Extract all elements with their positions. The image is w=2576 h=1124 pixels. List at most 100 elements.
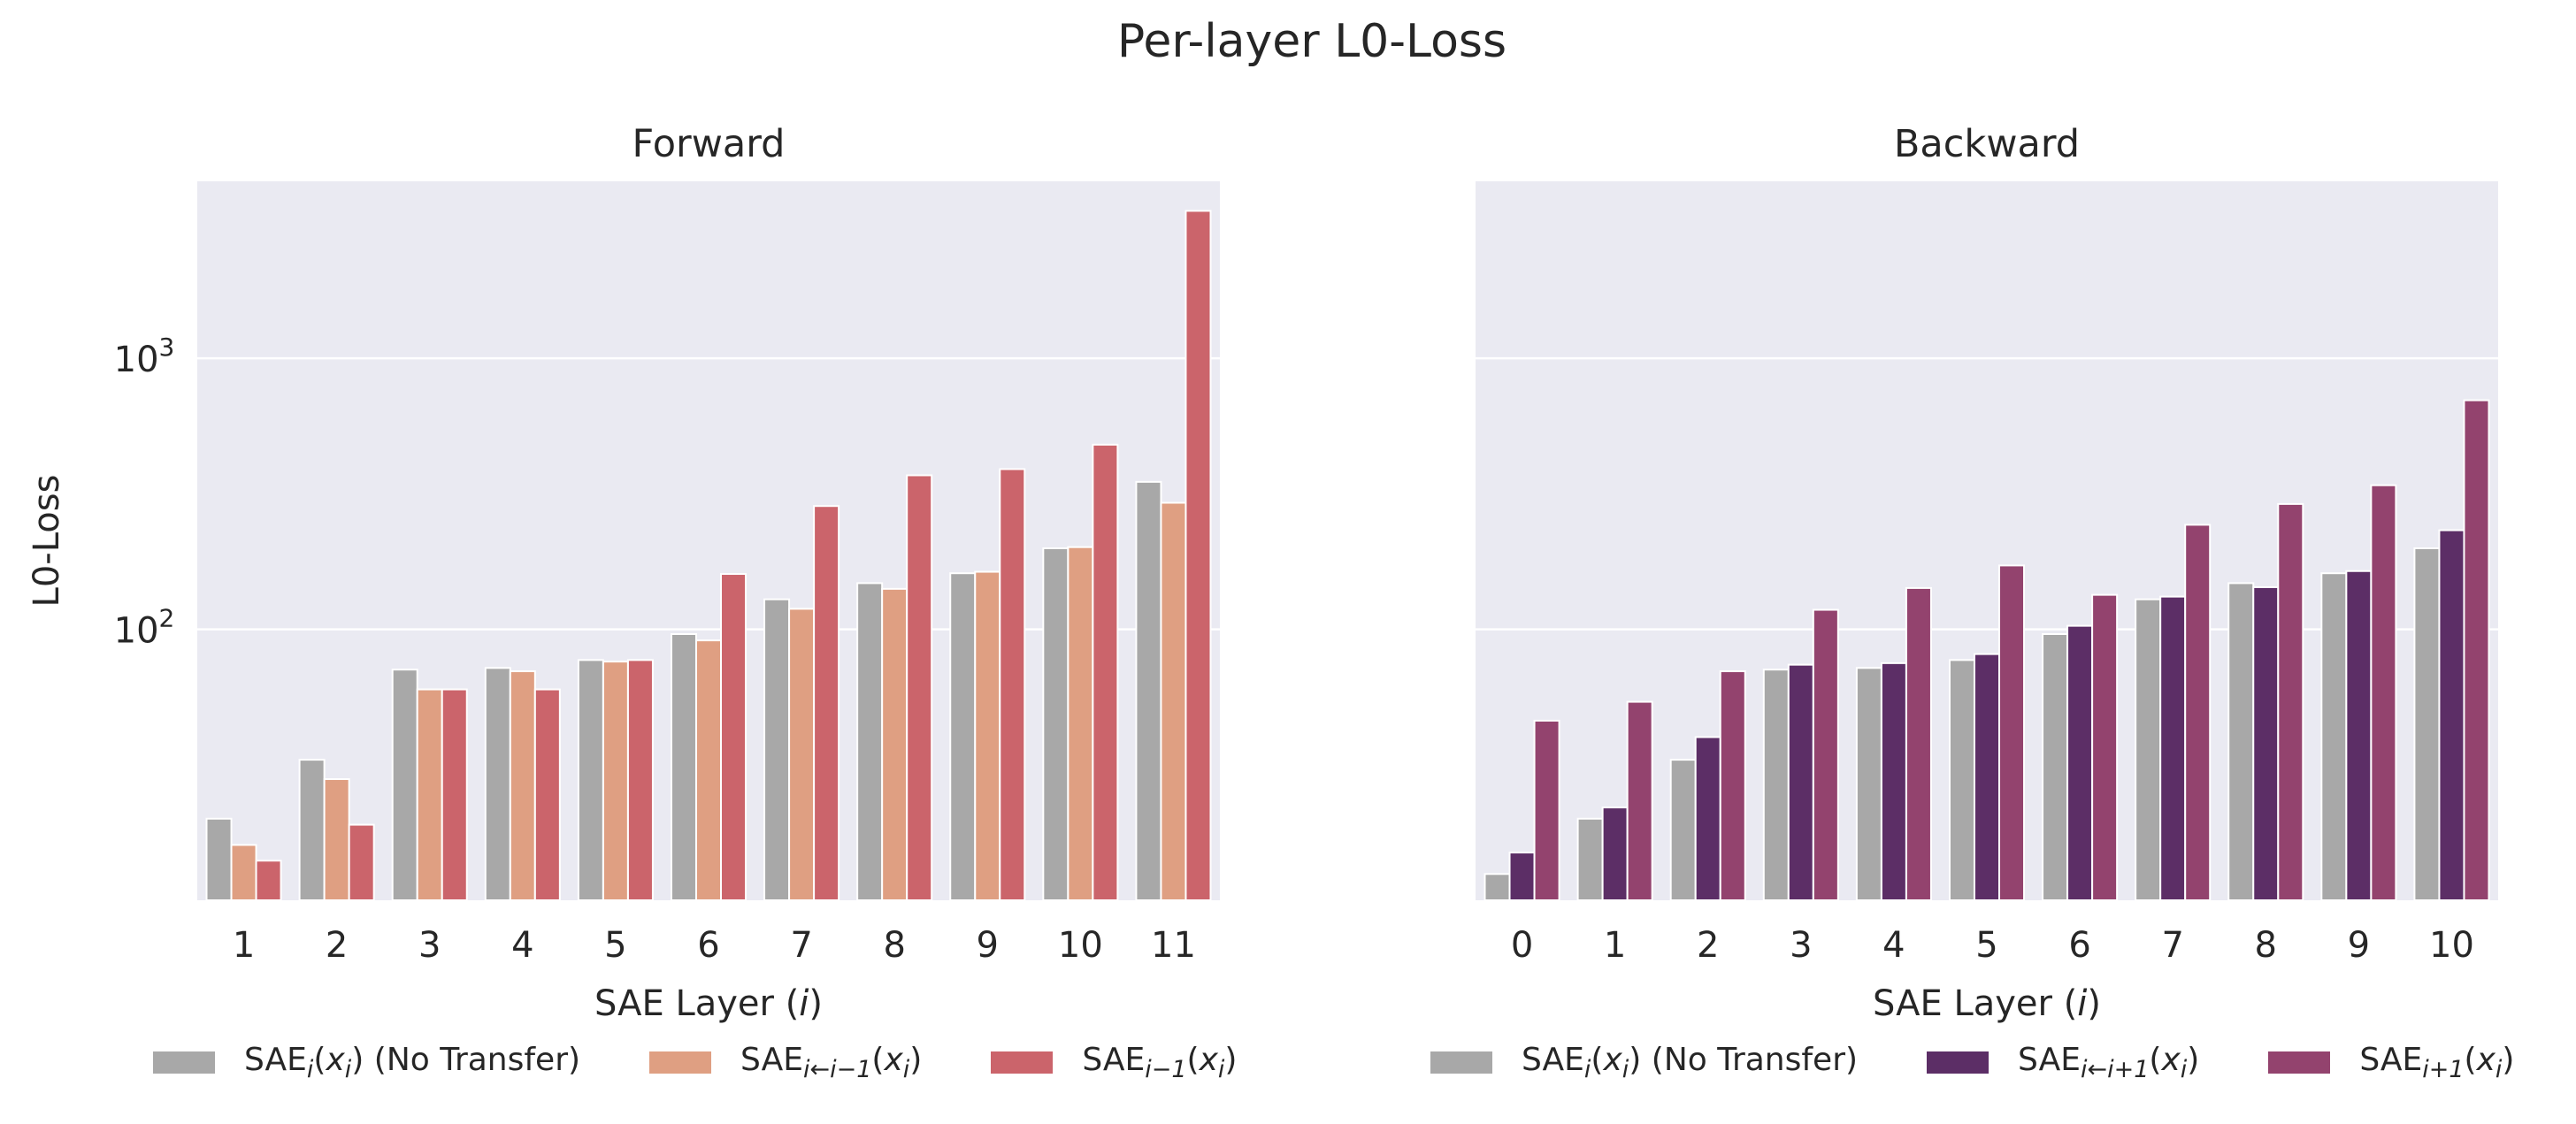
bar: [1905, 586, 1932, 901]
bar: [1880, 661, 1907, 901]
bar: [1973, 653, 2001, 901]
bar: [391, 669, 418, 901]
backward-legend: SAEi(xi) (No Transfer) SAEi←i+1(xi) SAEi…: [1430, 1042, 2514, 1083]
bar: [1719, 670, 1746, 902]
bar: [298, 759, 326, 902]
figure-title: Per-layer L0-Loss: [1117, 15, 1506, 68]
x-axis-label: SAE Layer (i): [594, 983, 823, 1024]
legend-label: SAEi(xi) (No Transfer): [1522, 1042, 1859, 1083]
bar: [720, 573, 748, 901]
x-tick-label: 4: [511, 925, 533, 966]
legend-swatch: [1927, 1051, 1990, 1074]
bar: [788, 608, 816, 901]
bar: [2159, 595, 2187, 901]
bar: [1484, 873, 1511, 902]
x-tick-label: 8: [883, 925, 905, 966]
bar: [2066, 624, 2094, 902]
x-tick-label: 7: [790, 925, 812, 966]
panel-title: Backward: [1894, 122, 2080, 166]
x-tick-label: 11: [1151, 925, 1196, 966]
x-tick-label: 8: [2255, 925, 2277, 966]
bar: [670, 633, 697, 901]
bar: [2135, 598, 2162, 901]
bar: [881, 587, 908, 902]
legend-label: SAEi←i−1(xi): [740, 1042, 923, 1083]
bar: [484, 667, 511, 902]
x-tick-label: 1: [233, 925, 255, 966]
bar: [1067, 546, 1094, 902]
bar: [1998, 564, 2026, 901]
y-tick-label: 102: [114, 604, 175, 652]
bar: [2042, 633, 2069, 901]
bar: [1626, 700, 1653, 901]
backward-panel: 0 1 2 3 4 5 6 7 8 9 10 Backward SAE Layer (i): [1476, 122, 2498, 1024]
legend-item-no-transfer: SAEi(xi) (No Transfer): [153, 1042, 580, 1083]
bar: [577, 659, 604, 902]
x-axis-label: SAE Layer (i): [1873, 983, 2101, 1024]
legend-label: SAEi←i+1(xi): [2018, 1042, 2200, 1083]
y-tick-label: 103: [114, 333, 175, 380]
bar: [255, 860, 282, 902]
legend-swatch: [991, 1051, 1054, 1074]
legend-label: SAEi−1(xi): [1082, 1042, 1238, 1083]
bar: [1601, 807, 1629, 902]
x-tick-label: 0: [1511, 925, 1533, 966]
bar: [694, 639, 723, 901]
bar: [509, 670, 536, 902]
bar: [1508, 852, 1536, 901]
legend-swatch: [649, 1051, 712, 1074]
forward-panel: 102 103 1 2 3 4 5 6 7 8 9 10 11 Forward SAE Layer (i) L…: [27, 122, 1220, 1024]
legend-swatch: [153, 1051, 215, 1074]
bar: [1762, 669, 1790, 901]
x-tick-label: 4: [1882, 925, 1905, 966]
x-tick-label: 2: [326, 925, 348, 966]
bar: [974, 570, 1001, 902]
bar: [2227, 582, 2255, 901]
x-tick-label: 9: [977, 925, 999, 966]
bar: [2438, 529, 2465, 901]
bar: [949, 572, 977, 902]
bar: [2370, 484, 2397, 901]
bar: [602, 661, 629, 901]
bar: [1576, 817, 1604, 902]
bar: [205, 817, 233, 902]
bar: [1948, 659, 1975, 902]
bar: [626, 659, 654, 902]
x-tick-label: 5: [604, 925, 626, 966]
x-tick-label: 10: [2429, 925, 2474, 966]
bar: [323, 777, 350, 901]
bar: [813, 505, 840, 902]
bar: [533, 688, 561, 901]
legend-item-transfer-prev: SAEi←i−1(xi): [649, 1042, 922, 1083]
legend-item-next-sae: SAEi+1(xi): [2268, 1042, 2514, 1083]
x-tick-label: 2: [1697, 925, 1719, 966]
x-tick-label: 10: [1058, 925, 1103, 966]
bar: [348, 823, 375, 901]
bar: [1533, 719, 1560, 902]
bar: [999, 468, 1026, 901]
bar: [1092, 443, 1119, 901]
bar: [1042, 547, 1070, 901]
bar: [1135, 480, 1162, 902]
legend-swatch: [2268, 1051, 2331, 1074]
x-tick-label: 1: [1604, 925, 1626, 966]
legend-item-prev-sae: SAEi−1(xi): [991, 1042, 1237, 1083]
x-tick-label: 6: [697, 925, 719, 966]
bar: [2320, 572, 2348, 902]
x-tick-label: 3: [418, 925, 441, 966]
bar: [1160, 501, 1187, 902]
bar: [2413, 547, 2441, 901]
bar: [441, 688, 468, 901]
bar: [230, 844, 257, 902]
y-axis-label: L0-Loss: [27, 475, 67, 608]
bar: [906, 474, 933, 901]
legend-label: SAEi+1(xi): [2359, 1042, 2515, 1083]
bar: [1787, 663, 1814, 901]
bar: [2277, 502, 2304, 901]
x-tick-label: 3: [1790, 925, 1812, 966]
legend-label: SAEi(xi) (No Transfer): [244, 1042, 581, 1083]
bar: [2345, 570, 2373, 901]
legend-swatch: [1430, 1051, 1492, 1074]
bar: [1812, 608, 1839, 901]
bar: [1694, 736, 1721, 901]
